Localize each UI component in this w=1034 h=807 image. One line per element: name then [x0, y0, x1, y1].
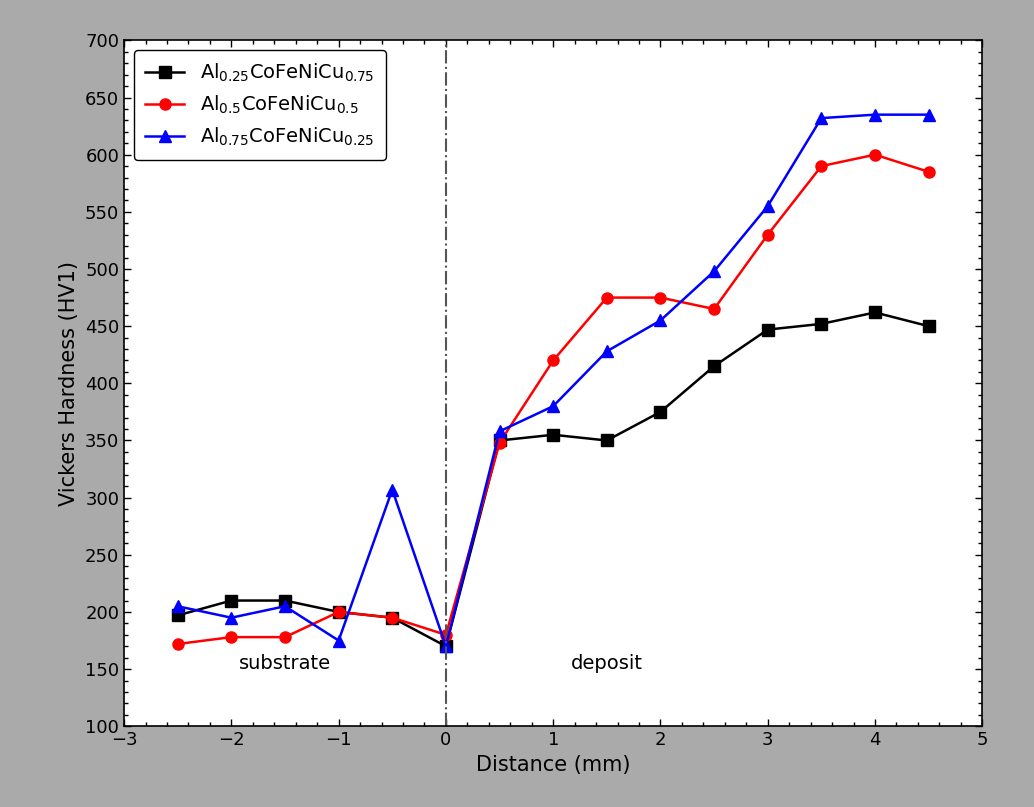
Text: deposit: deposit	[571, 654, 643, 673]
X-axis label: Distance (mm): Distance (mm)	[476, 755, 631, 775]
Text: substrate: substrate	[239, 654, 331, 673]
Legend: Al$_{0.25}$CoFeNiCu$_{0.75}$, Al$_{0.5}$CoFeNiCu$_{0.5}$, Al$_{0.75}$CoFeNiCu$_{: Al$_{0.25}$CoFeNiCu$_{0.75}$, Al$_{0.5}$…	[133, 50, 386, 160]
Y-axis label: Vickers Hardness (HV1): Vickers Hardness (HV1)	[59, 261, 80, 506]
